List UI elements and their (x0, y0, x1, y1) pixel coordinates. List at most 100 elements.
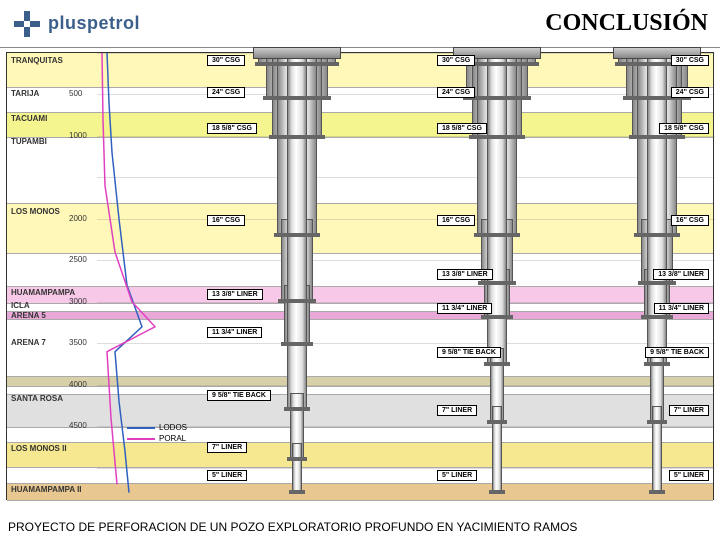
strata-band (7, 113, 713, 138)
casing-label: 16" CSG (207, 215, 245, 226)
formation-label: TUPAMBI (11, 137, 47, 146)
gridline (97, 385, 715, 386)
casing-shoe (649, 490, 665, 494)
gridline (97, 343, 715, 344)
strata-band (7, 387, 713, 395)
formation-label: ICLA (11, 301, 30, 310)
casing-label: 7" LINER (437, 405, 477, 416)
formation-label: ARENA 5 (11, 311, 46, 320)
casing-shoe (478, 281, 516, 285)
legend-item: LODOS (127, 423, 187, 432)
casing-shoe (278, 299, 316, 303)
casing-label: 11 3/4" LINER (654, 303, 709, 314)
casing-label: 30" CSG (671, 55, 709, 66)
gridline (97, 219, 715, 220)
casing-shoe (263, 96, 331, 100)
legend-swatch (127, 427, 155, 429)
gridline (97, 426, 715, 427)
gridline (97, 260, 715, 261)
strata-band (7, 304, 713, 312)
legend-swatch (127, 438, 155, 440)
gridline (97, 94, 715, 95)
formation-label: SANTA ROSA (11, 394, 63, 403)
casing-label: 30" CSG (207, 55, 245, 66)
formation-label: TACUAMI (11, 114, 47, 123)
formation-label: TARIJA (11, 89, 39, 98)
well-schematic-chart: 5001000200025003000350040004500TRANQUITA… (6, 52, 714, 500)
gridline (97, 177, 715, 178)
depth-label: 1000 (69, 131, 87, 140)
casing-label: 13 3/8" LINER (207, 289, 263, 300)
casing-shoe (255, 62, 339, 66)
depth-label: 4500 (69, 421, 87, 430)
casing-shoe (474, 233, 520, 237)
depth-label: 4000 (69, 380, 87, 389)
casing-shoe (644, 362, 670, 366)
depth-label: 3500 (69, 338, 87, 347)
company-name: pluspetrol (48, 13, 140, 34)
strata-band (7, 53, 713, 88)
casing-shoe (489, 490, 505, 494)
logo: pluspetrol (12, 9, 140, 39)
strata-band (7, 88, 713, 113)
casing-shoe (287, 457, 307, 461)
legend-item: PORAL (127, 434, 187, 443)
legend-label: LODOS (159, 423, 187, 432)
footer-text: PROYECTO DE PERFORACION DE UN POZO EXPLO… (8, 520, 577, 534)
gridline (97, 468, 715, 469)
casing-shoe (629, 135, 685, 139)
formation-label: ARENA 7 (11, 338, 46, 347)
casing-label: 30" CSG (437, 55, 475, 66)
casing-label: 16" CSG (437, 215, 475, 226)
depth-label: 3000 (69, 297, 87, 306)
casing-label: 5" LINER (437, 470, 477, 481)
casing-shoe (641, 315, 673, 319)
casing-label: 5" LINER (669, 470, 709, 481)
strata-band (7, 468, 713, 485)
casing-label: 9 5/8" TIE BACK (207, 390, 271, 401)
casing-label: 5" LINER (207, 470, 247, 481)
casing-label: 7" LINER (669, 405, 709, 416)
casing-shoe (281, 342, 313, 346)
formation-label: HUAMAMPAMPA (11, 288, 75, 297)
header: pluspetrol CONCLUSIÓN (0, 0, 720, 48)
casing-shoe (469, 135, 525, 139)
formation-label: LOS MONOS II (11, 444, 67, 453)
strata-band (7, 320, 713, 376)
strata-band (7, 443, 713, 468)
depth-label: 2000 (69, 214, 87, 223)
depth-label: 2500 (69, 255, 87, 264)
casing-shoe (284, 407, 310, 411)
gridline (97, 302, 715, 303)
strata-band (7, 204, 713, 254)
casing-label: 11 3/4" LINER (437, 303, 492, 314)
casing-label: 18 5/8" CSG (659, 123, 709, 134)
casing-label: 18 5/8" CSG (207, 123, 257, 134)
casing-label: 16" CSG (671, 215, 709, 226)
formation-label: TRANQUITAS (11, 56, 63, 65)
casing-label: 9 5/8" TIE BACK (645, 347, 709, 358)
strata-band (7, 395, 713, 428)
legend-label: PORAL (159, 434, 186, 443)
strata-band (7, 428, 713, 443)
casing-label: 24" CSG (437, 87, 475, 98)
casing-string (287, 53, 307, 410)
casing-shoe (269, 135, 325, 139)
formation-label: LOS MONOS (11, 207, 60, 216)
casing-shoe (647, 420, 667, 424)
formation-label: HUAMAMPAMPA II (11, 485, 82, 494)
wellhead (253, 47, 341, 59)
casing-label: 11 3/4" LINER (207, 327, 262, 338)
casing-shoe (638, 281, 676, 285)
strata-band (7, 254, 713, 287)
casing-shoe (289, 490, 305, 494)
page-title: CONCLUSIÓN (545, 10, 708, 37)
casing-label: 13 3/8" LINER (437, 269, 493, 280)
casing-label: 24" CSG (207, 87, 245, 98)
casing-shoe (484, 362, 510, 366)
casing-label: 7" LINER (207, 442, 247, 453)
casing-shoe (274, 233, 320, 237)
strata-band (7, 312, 713, 320)
strata-band (7, 484, 713, 501)
gridline (97, 136, 715, 137)
